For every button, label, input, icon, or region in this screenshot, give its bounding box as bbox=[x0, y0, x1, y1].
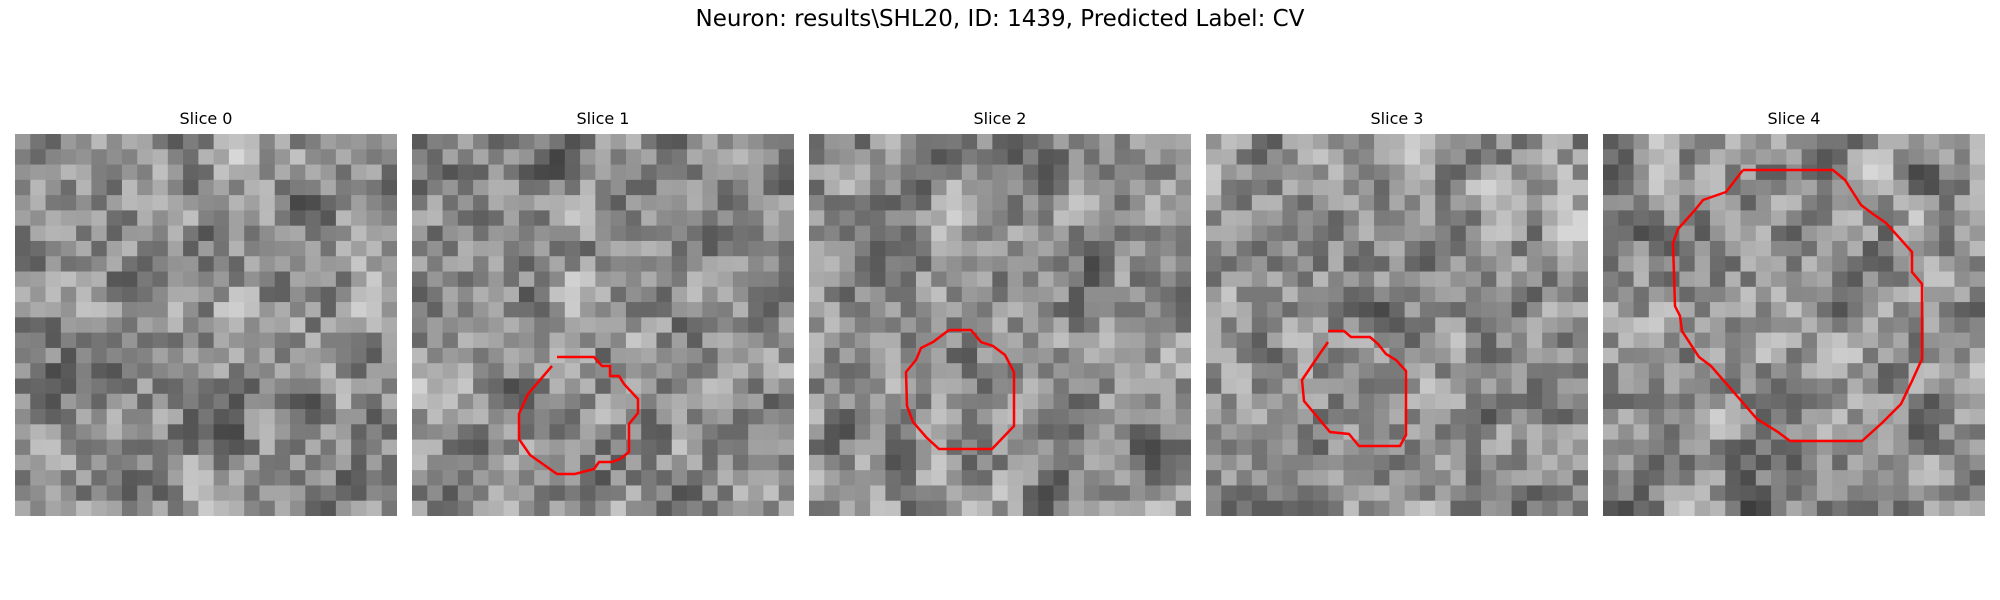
slice-title: Slice 1 bbox=[576, 109, 630, 128]
slice-image bbox=[1206, 134, 1588, 516]
slice-panel-0: Slice 0 bbox=[15, 108, 397, 516]
roi-outline bbox=[517, 355, 640, 476]
slice-panel-4: Slice 4 bbox=[1603, 108, 1985, 516]
roi-outline bbox=[1300, 329, 1408, 448]
roi-outline bbox=[1671, 168, 1924, 443]
roi-outline bbox=[904, 328, 1016, 451]
slice-title: Slice 3 bbox=[1370, 109, 1424, 128]
slice-panel-1: Slice 1 bbox=[412, 108, 794, 516]
slice-image bbox=[1603, 134, 1985, 516]
slice-title: Slice 4 bbox=[1767, 109, 1821, 128]
figure-title: Neuron: results\SHL20, ID: 1439, Predict… bbox=[695, 6, 1305, 32]
slice-panel-3: Slice 3 bbox=[1206, 108, 1588, 516]
slice-image bbox=[15, 134, 397, 516]
slice-panel-2: Slice 2 bbox=[809, 108, 1191, 516]
slice-title: Slice 0 bbox=[179, 109, 233, 128]
slice-title: Slice 2 bbox=[973, 109, 1027, 128]
slice-image bbox=[809, 134, 1191, 516]
slice-image bbox=[412, 134, 794, 516]
